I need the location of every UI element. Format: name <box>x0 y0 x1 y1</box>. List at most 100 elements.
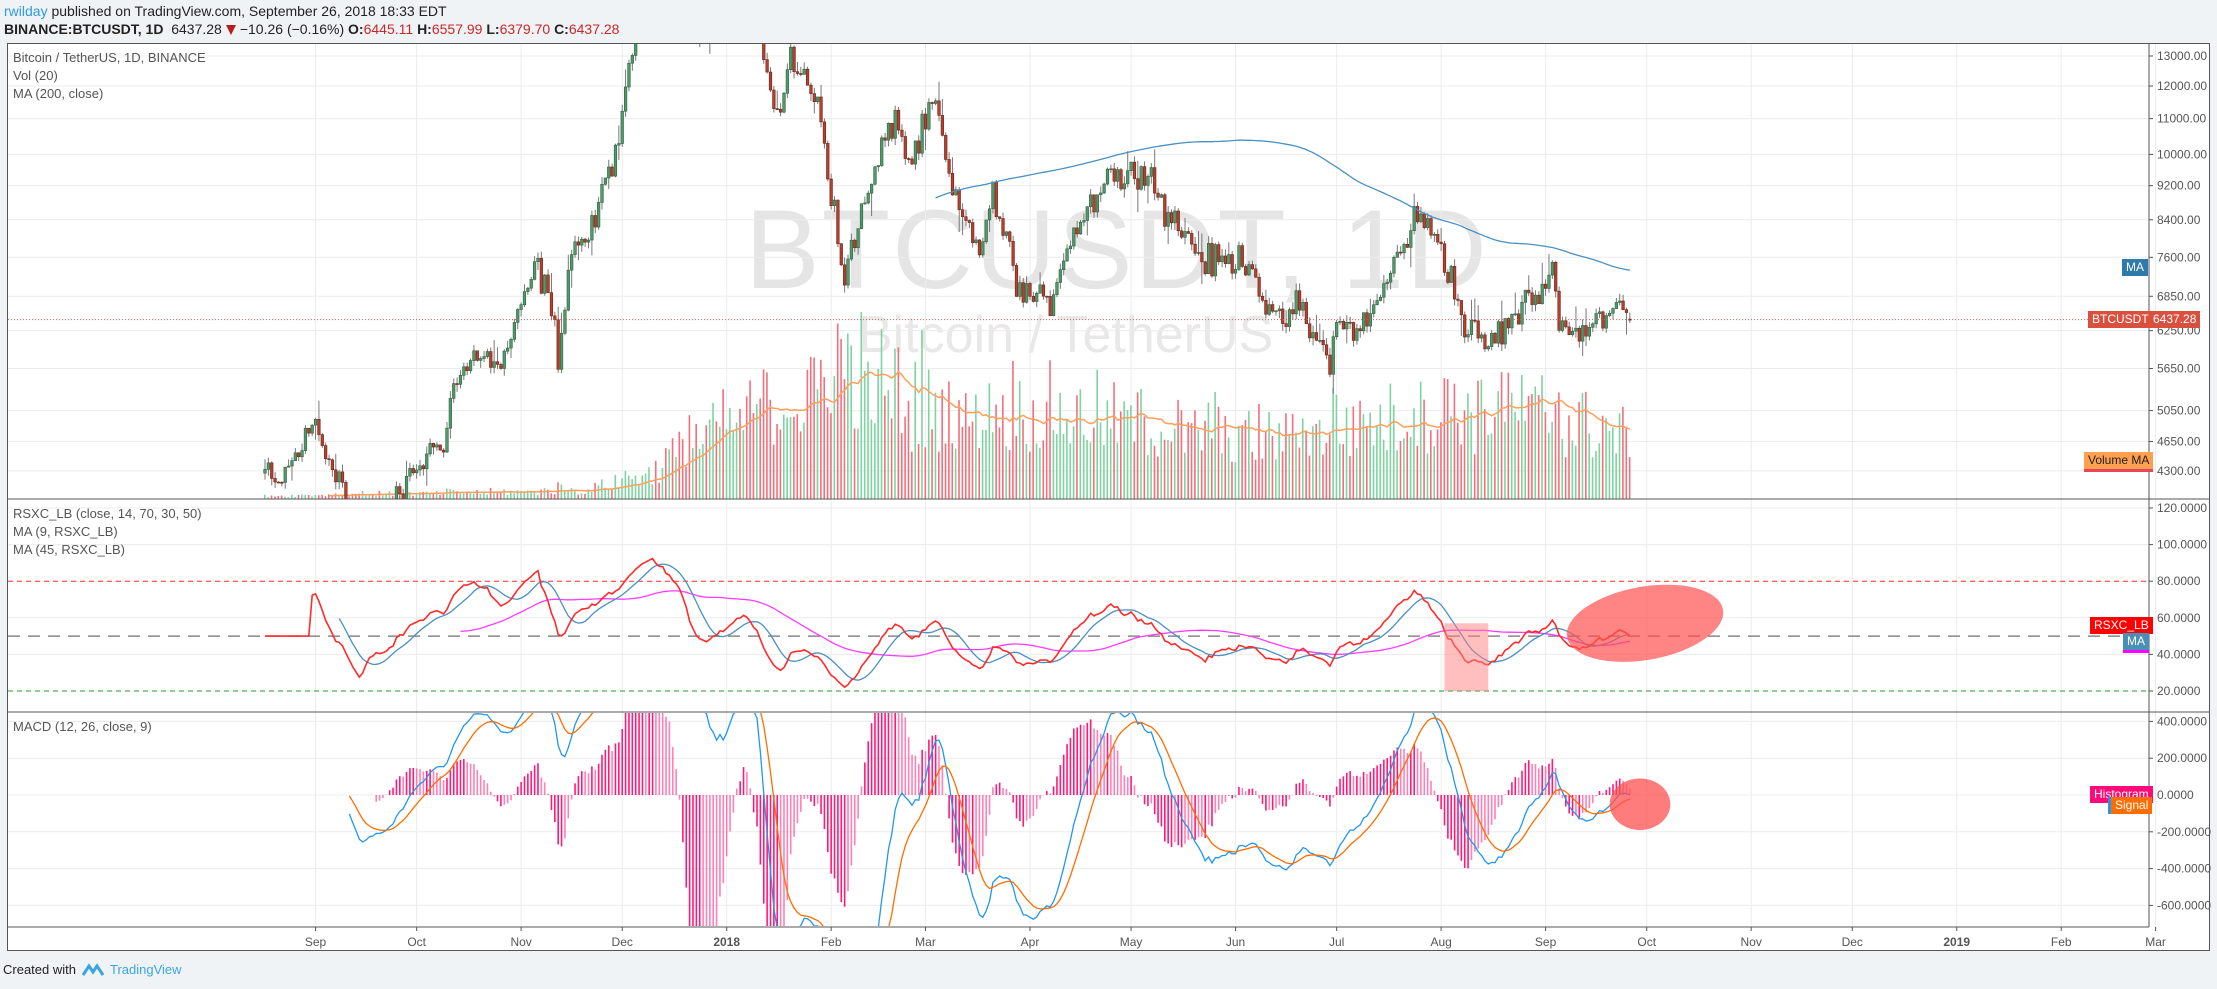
legend-ma200[interactable]: MA (200, close) <box>13 86 104 101</box>
histogram-bar <box>523 776 526 795</box>
histogram-bar <box>459 759 462 795</box>
histogram-bar <box>1420 751 1422 795</box>
volume-bar <box>1369 412 1371 499</box>
candle-body <box>1267 304 1271 315</box>
candle <box>645 42 648 43</box>
volume-bar <box>1362 414 1365 499</box>
rsxc-pane[interactable] <box>8 557 2149 692</box>
legend-volume[interactable]: Vol (20) <box>13 68 58 83</box>
legend-symbol[interactable]: Bitcoin / TetherUS, 1D, BINANCE <box>13 50 206 65</box>
volume-bar <box>1210 438 1213 499</box>
volume-bar <box>833 376 836 499</box>
candle <box>917 135 921 160</box>
candle-body <box>1479 334 1484 339</box>
volume-bar <box>1248 410 1250 499</box>
histogram-bar <box>1268 795 1271 810</box>
volume-bar <box>1136 392 1139 499</box>
candle-body <box>586 239 591 243</box>
candle-body <box>1527 289 1531 294</box>
volume-bar <box>739 408 741 499</box>
legend-rsi-ma45[interactable]: MA (45, RSXC_LB) <box>13 542 125 557</box>
candle <box>1065 244 1069 262</box>
high-value: 6557.99 <box>431 21 483 37</box>
volume-bar <box>1349 456 1351 499</box>
legend-macd[interactable]: MACD (12, 26, close, 9) <box>13 719 152 734</box>
histogram-bar <box>1177 795 1180 846</box>
time-tick-label: Dec <box>1842 935 1863 949</box>
time-tick-label: Aug <box>1430 935 1451 949</box>
volume-bar <box>1342 444 1344 499</box>
volume-bar <box>445 488 448 499</box>
volume-bar <box>1355 447 1358 499</box>
candle-body <box>1469 319 1474 335</box>
candle <box>1577 325 1581 348</box>
macd-pane[interactable] <box>348 711 1671 928</box>
histogram-bar <box>429 769 431 795</box>
volume-bar <box>752 413 755 499</box>
legend-rsxc[interactable]: RSXC_LB (close, 14, 70, 30, 50) <box>13 506 202 521</box>
candle-body <box>475 350 479 361</box>
candle <box>408 462 412 482</box>
candle-body <box>1001 218 1005 236</box>
histogram-bar <box>776 795 779 926</box>
candle <box>873 166 877 186</box>
candle <box>795 61 800 76</box>
candle <box>1308 317 1312 343</box>
volume-bar <box>341 494 344 499</box>
candle <box>502 349 506 376</box>
histogram-bar <box>786 795 789 901</box>
histogram-bar <box>773 795 775 926</box>
volume-bar <box>772 444 775 499</box>
histogram-bar <box>1302 779 1304 795</box>
volume-bar <box>884 395 886 499</box>
volume-bar <box>1473 454 1476 499</box>
volume-bar <box>1052 429 1055 499</box>
volume-bar <box>1443 378 1446 499</box>
histogram-bar <box>1201 795 1203 837</box>
candle <box>1078 219 1083 235</box>
volume-bar <box>553 494 556 499</box>
candle-body <box>1004 231 1008 236</box>
candle <box>580 236 584 252</box>
volume-bar <box>1207 402 1210 499</box>
volume-bar <box>1537 395 1540 499</box>
histogram-bar <box>857 795 859 819</box>
histogram-bar <box>1605 789 1608 795</box>
histogram-bar <box>1322 795 1324 798</box>
candle <box>428 438 432 457</box>
candle-body <box>1028 283 1032 297</box>
candle-body <box>543 274 547 294</box>
legend-rsi-ma9[interactable]: MA (9, RSXC_LB) <box>13 524 118 539</box>
volume-bar <box>641 475 644 499</box>
candle-body <box>324 445 328 460</box>
candle-body <box>856 228 860 249</box>
created-with-text: Created with <box>3 962 76 977</box>
author-link[interactable]: rwilday <box>4 3 48 19</box>
histogram-bar <box>901 713 903 795</box>
candle <box>442 448 446 458</box>
candle <box>785 63 789 99</box>
histogram-bar <box>1447 795 1449 839</box>
price-pane[interactable] <box>8 42 2149 502</box>
histogram-bar <box>1389 755 1392 795</box>
candle-body <box>1274 310 1278 313</box>
candle <box>658 42 661 43</box>
candle <box>1247 260 1251 276</box>
histogram-bar <box>476 769 479 795</box>
volume-bar <box>678 431 681 499</box>
tradingview-link[interactable]: TradingView <box>109 962 182 977</box>
candle <box>1267 297 1271 317</box>
histogram-bar <box>496 795 499 802</box>
candle-body <box>600 183 604 203</box>
candle-body <box>1264 300 1268 315</box>
candle-body <box>358 501 361 502</box>
candle <box>1035 291 1039 308</box>
candle <box>270 461 274 486</box>
candle-body <box>950 173 955 196</box>
histogram-bar <box>1581 795 1584 814</box>
histogram-bar <box>516 786 519 795</box>
candle-body <box>556 319 560 370</box>
histogram-bar <box>439 776 442 795</box>
volume-bar <box>422 491 424 499</box>
